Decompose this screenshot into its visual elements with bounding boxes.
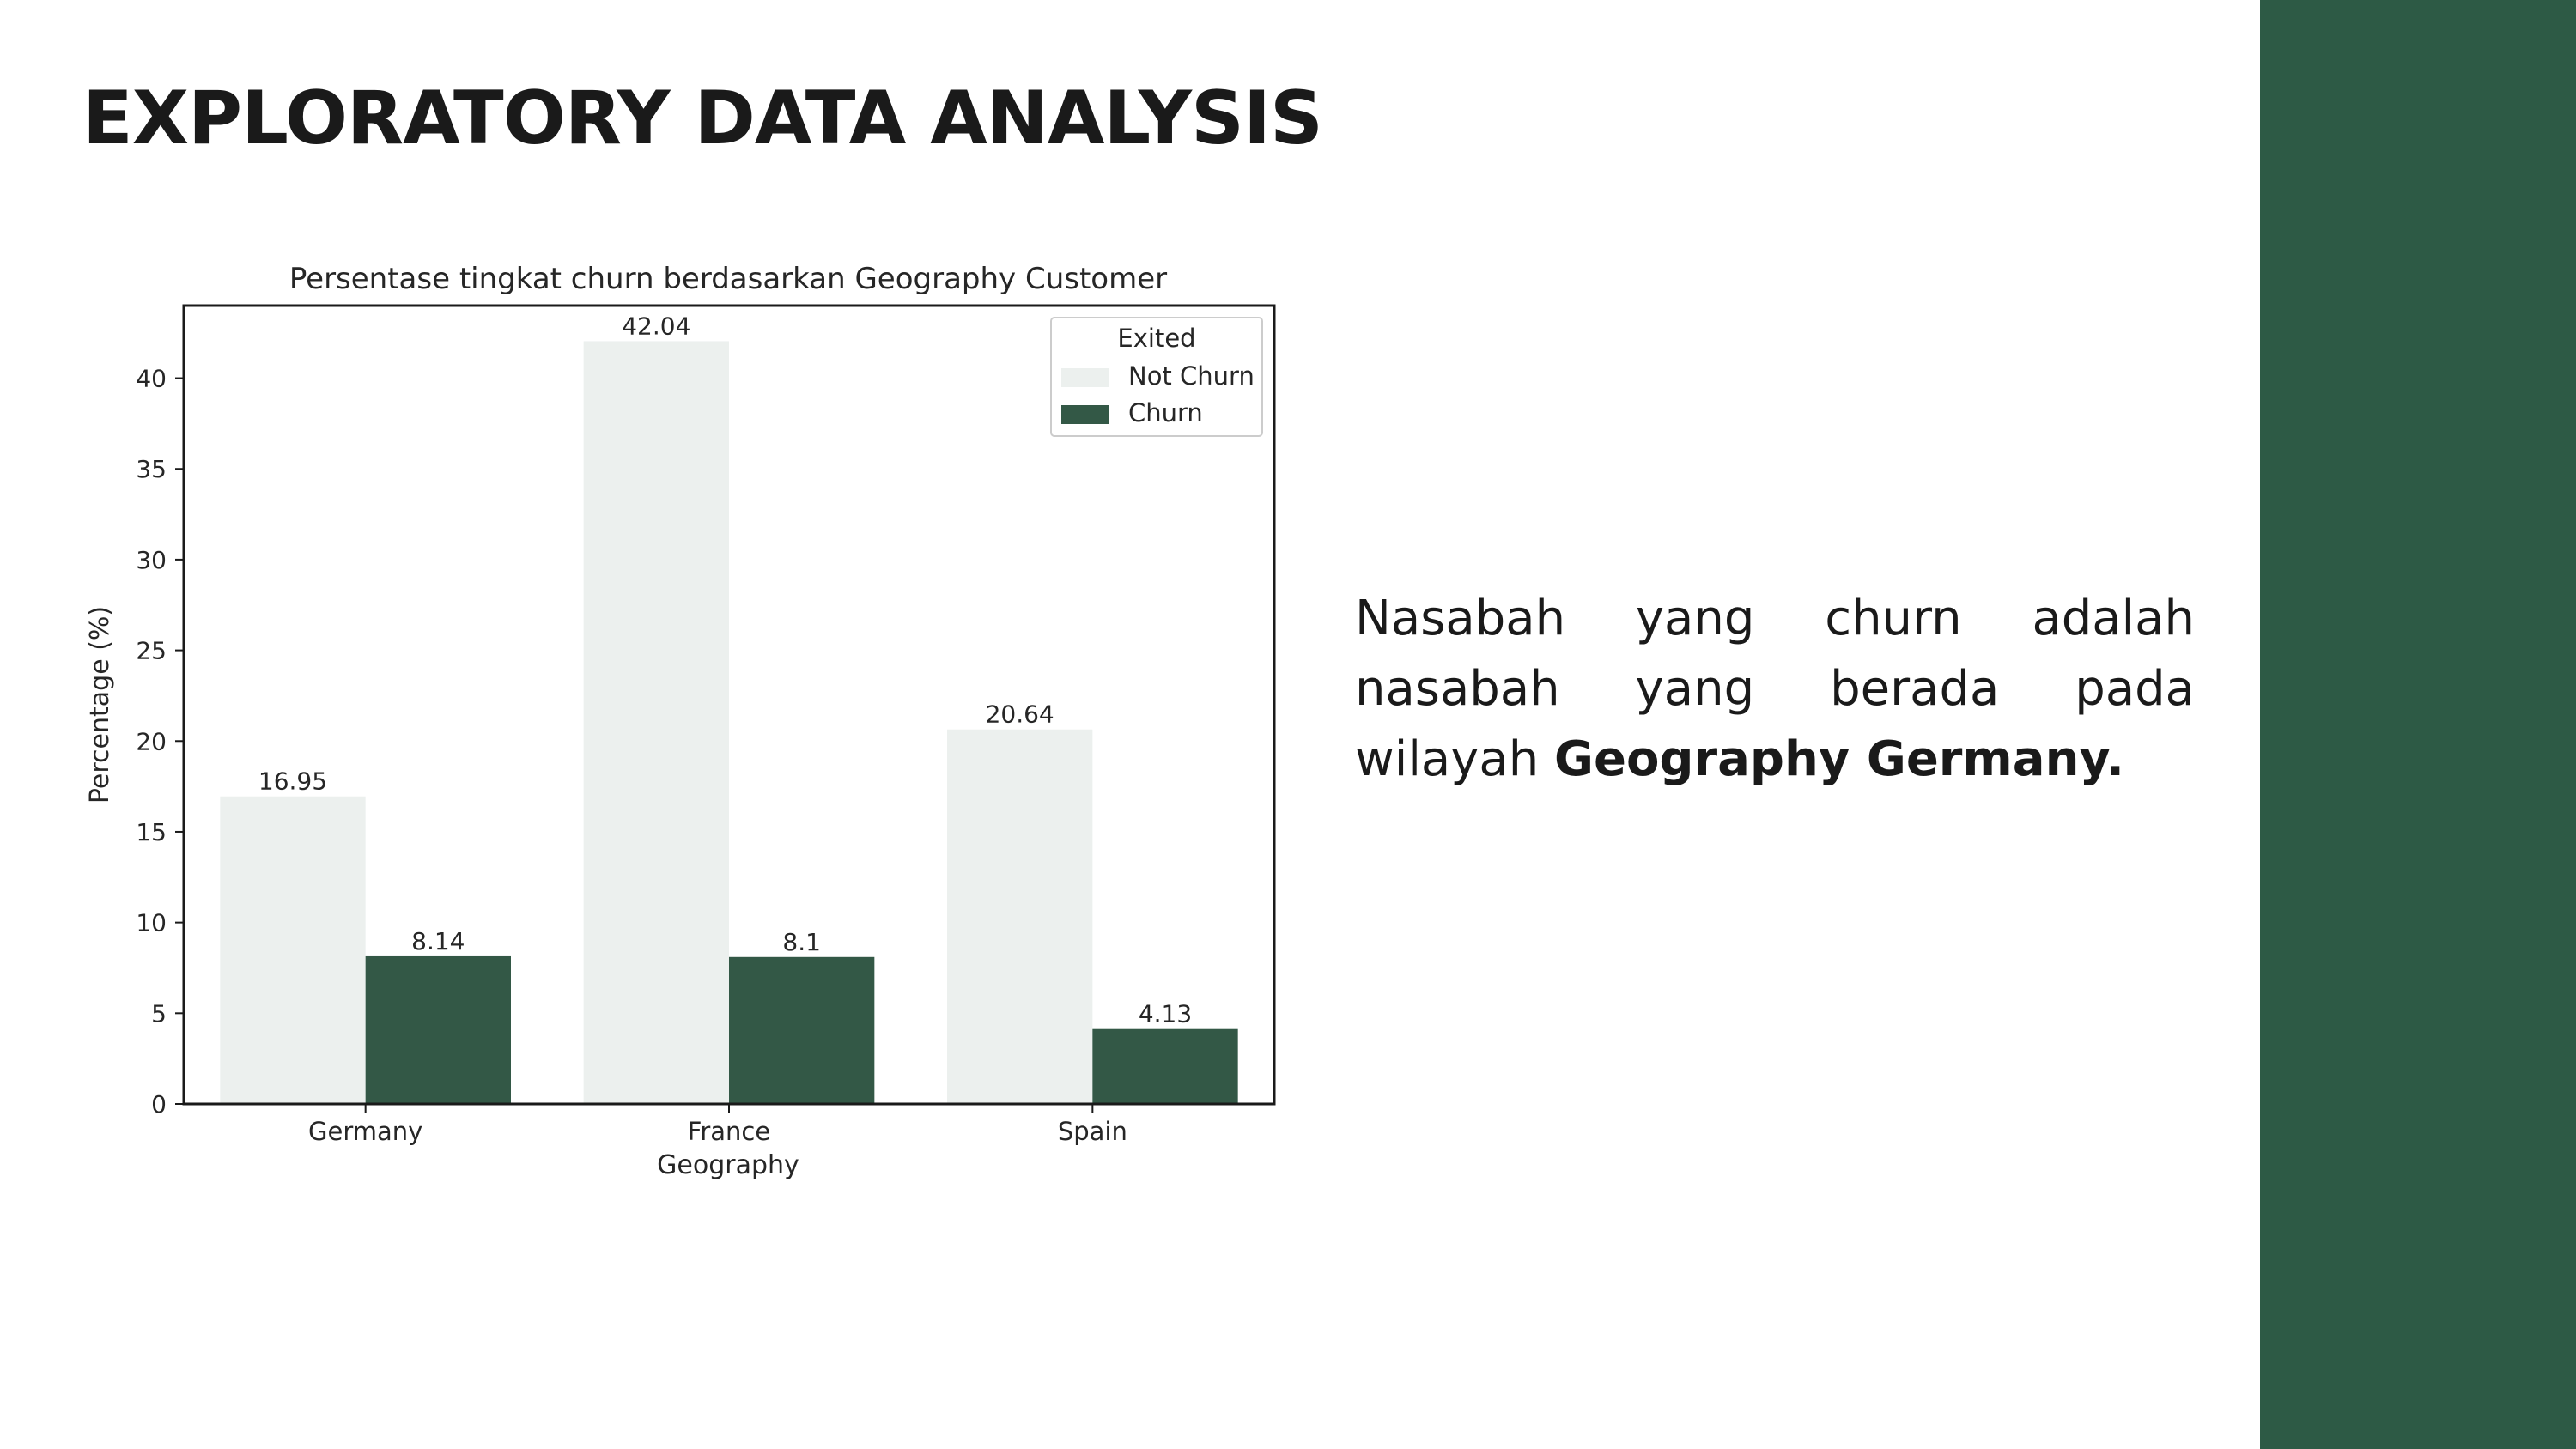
y-axis: 0 5 10 15 20 25 30 35 40	[136, 365, 184, 1119]
bar-value-labels: 16.95 8.14 42.04 8.1 20.64 4.13	[258, 312, 1192, 1028]
bars	[220, 341, 1238, 1105]
bar-spain-not-churn	[947, 729, 1093, 1104]
y-tick-label: 5	[151, 999, 167, 1028]
legend-swatch-churn	[1061, 405, 1109, 424]
x-axis: Germany France Spain	[308, 1104, 1127, 1146]
bar-value-label: 42.04	[622, 312, 690, 340]
bar-france-churn	[729, 956, 875, 1104]
y-tick-label: 20	[136, 727, 167, 755]
x-tick-label: Germany	[308, 1117, 422, 1146]
bar-value-label: 16.95	[258, 767, 327, 796]
x-axis-label: Geography	[657, 1150, 799, 1180]
legend-label-churn: Churn	[1128, 398, 1203, 427]
plot-frame	[182, 304, 1276, 1106]
legend: Exited Not Churn Churn	[1050, 317, 1263, 437]
bar-value-label: 8.1	[782, 928, 821, 956]
y-tick-label: 10	[136, 909, 167, 937]
bar-value-label: 8.14	[411, 927, 465, 955]
legend-swatch-not-churn	[1061, 368, 1109, 387]
y-tick-label: 15	[136, 818, 167, 846]
bar-chart: Persentase tingkat churn berdasarkan Geo…	[69, 240, 1305, 1210]
y-tick-label: 30	[136, 546, 167, 574]
y-tick-label: 40	[136, 365, 167, 393]
accent-sidebar-band	[2260, 0, 2576, 1449]
y-tick-label: 0	[151, 1090, 167, 1119]
x-tick-label: France	[688, 1117, 770, 1146]
legend-label-not-churn: Not Churn	[1128, 361, 1255, 391]
chart-title: Persentase tingkat churn berdasarkan Geo…	[289, 262, 1167, 296]
y-axis-label: Percentage (%)	[85, 606, 115, 803]
y-tick-label: 25	[136, 637, 167, 665]
slide-title: EXPLORATORY DATA ANALYSIS	[82, 76, 1323, 161]
bar-value-label: 4.13	[1139, 1000, 1192, 1028]
bar-france-not-churn	[583, 341, 729, 1105]
bar-germany-not-churn	[220, 796, 366, 1104]
bar-value-label: 20.64	[986, 700, 1054, 729]
chart-canvas: Persentase tingkat churn berdasarkan Geo…	[85, 262, 1276, 1180]
insight-description: Nasabah yang churn adalah nasabah yang b…	[1355, 584, 2195, 795]
description-text: Nasabah yang churn adalah nasabah yang b…	[1355, 591, 2195, 787]
description-emphasis: Geography Germany.	[1554, 731, 2125, 787]
x-tick-label: Spain	[1058, 1117, 1127, 1146]
y-tick-label: 35	[136, 455, 167, 483]
bar-spain-churn	[1092, 1028, 1238, 1104]
legend-title: Exited	[1117, 324, 1195, 353]
bar-germany-churn	[365, 955, 511, 1104]
